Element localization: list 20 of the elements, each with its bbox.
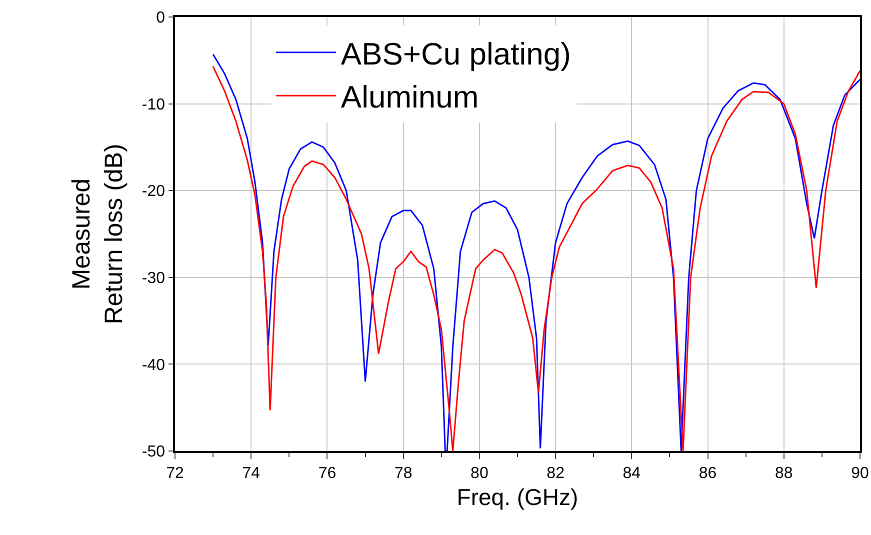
x-axis-title: Freq. (GHz) xyxy=(456,484,578,510)
legend-label: Aluminum xyxy=(340,80,479,115)
x-tick-label: 74 xyxy=(242,464,260,482)
y-tick-label: -20 xyxy=(142,183,166,200)
x-tick-label: 78 xyxy=(394,464,412,482)
x-tick-label: 72 xyxy=(166,464,184,482)
x-tick-label: 90 xyxy=(851,464,869,482)
x-tick-label: 88 xyxy=(774,464,793,482)
legend-label: ABS+Cu plating) xyxy=(340,36,571,72)
x-tick-label: 84 xyxy=(622,464,641,482)
y-tick-label: -10 xyxy=(142,96,166,114)
x-tick-label: 76 xyxy=(318,464,336,482)
x-tick-label: 80 xyxy=(470,464,488,482)
y-tick-label: -50 xyxy=(142,444,166,461)
y-tick-label: 0 xyxy=(156,10,166,27)
x-tick-label: 82 xyxy=(546,464,565,482)
x-tick-label: 86 xyxy=(698,464,717,482)
y-tick-label: -30 xyxy=(142,270,166,287)
y-tick-label: -40 xyxy=(142,356,166,374)
y-axis-title: Measured Return loss (dB) xyxy=(68,144,128,324)
